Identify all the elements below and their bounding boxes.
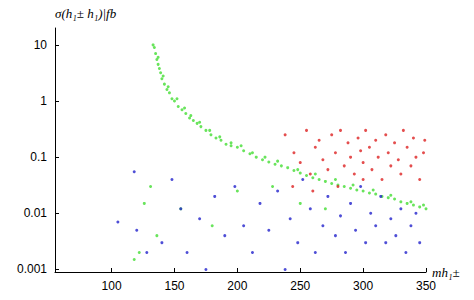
svg-text:150: 150 xyxy=(164,279,184,293)
svg-text:100: 100 xyxy=(102,279,122,293)
svg-text:0.001: 0.001 xyxy=(17,262,47,276)
svg-text:0.01: 0.01 xyxy=(24,206,48,220)
svg-text:σ(h₁± h₁)|fb: σ(h₁± h₁)|fb xyxy=(55,6,117,21)
svg-text:250: 250 xyxy=(290,279,310,293)
svg-text:350: 350 xyxy=(416,279,436,293)
svg-text:200: 200 xyxy=(227,279,247,293)
svg-text:1: 1 xyxy=(40,94,47,108)
svg-text:10: 10 xyxy=(34,38,48,52)
svg-text:0.1: 0.1 xyxy=(30,150,47,164)
svg-text:300: 300 xyxy=(353,279,373,293)
svg-text:mh₁±: mh₁± xyxy=(432,265,460,280)
